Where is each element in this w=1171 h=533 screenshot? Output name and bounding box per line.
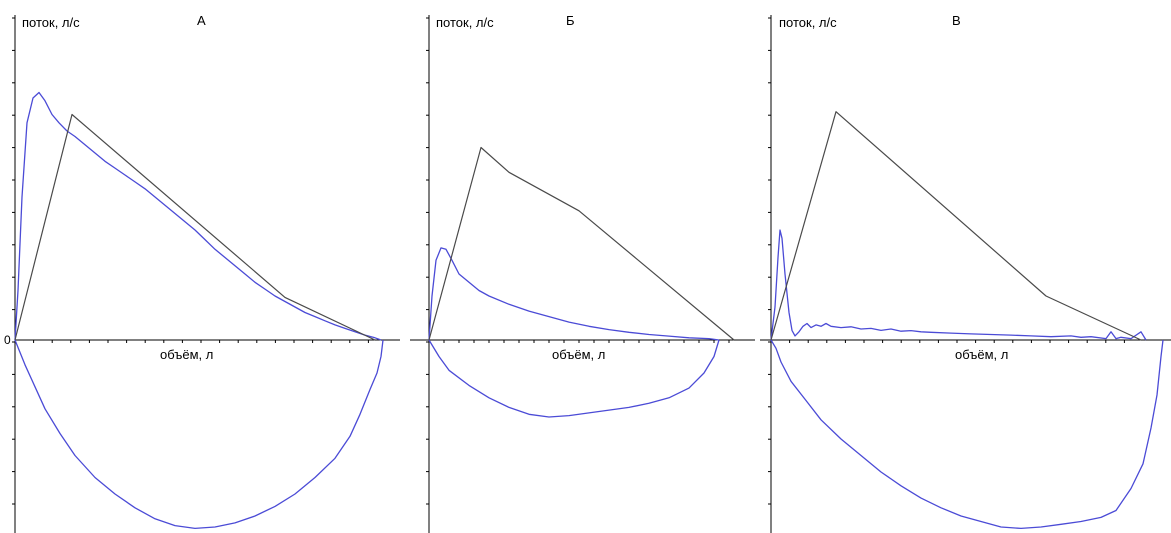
series-predicted: [770, 111, 1142, 341]
series-patient: [14, 91, 382, 341]
x-axis-label-b: объём, л: [552, 347, 605, 362]
series-patient-inspiration: [428, 339, 720, 418]
panel-title-b: Б: [566, 13, 575, 28]
series-group-a: [14, 91, 384, 530]
panel-a: поток, л/с А объём, л 0: [4, 13, 400, 533]
y-ticks-a: [12, 17, 15, 505]
x-ticks-c: [789, 340, 1125, 343]
series-patient: [428, 247, 720, 341]
series-patient-inspiration: [14, 339, 384, 530]
series-patient: [770, 229, 1147, 341]
panel-title-a: А: [197, 13, 206, 28]
y-axis-label-a: поток, л/с: [22, 15, 80, 30]
x-ticks-b: [443, 340, 730, 343]
panel-c: поток, л/с В объём, л: [760, 13, 1171, 533]
series-predicted: [428, 146, 735, 341]
panel-b: поток, л/с Б объём, л: [410, 13, 755, 533]
y-axis-label-b: поток, л/с: [436, 15, 494, 30]
zero-label: 0: [4, 333, 11, 347]
series-group-b: [428, 146, 735, 418]
panel-title-c: В: [952, 13, 961, 28]
y-ticks-c: [768, 17, 771, 505]
series-predicted: [14, 113, 376, 341]
x-ticks-a: [33, 340, 369, 343]
y-ticks-b: [426, 17, 429, 505]
y-axis-label-c: поток, л/с: [779, 15, 837, 30]
x-axis-label-a: объём, л: [160, 347, 213, 362]
series-patient-inspiration: [770, 339, 1164, 530]
series-group-c: [770, 111, 1164, 530]
x-axis-label-c: объём, л: [955, 347, 1008, 362]
